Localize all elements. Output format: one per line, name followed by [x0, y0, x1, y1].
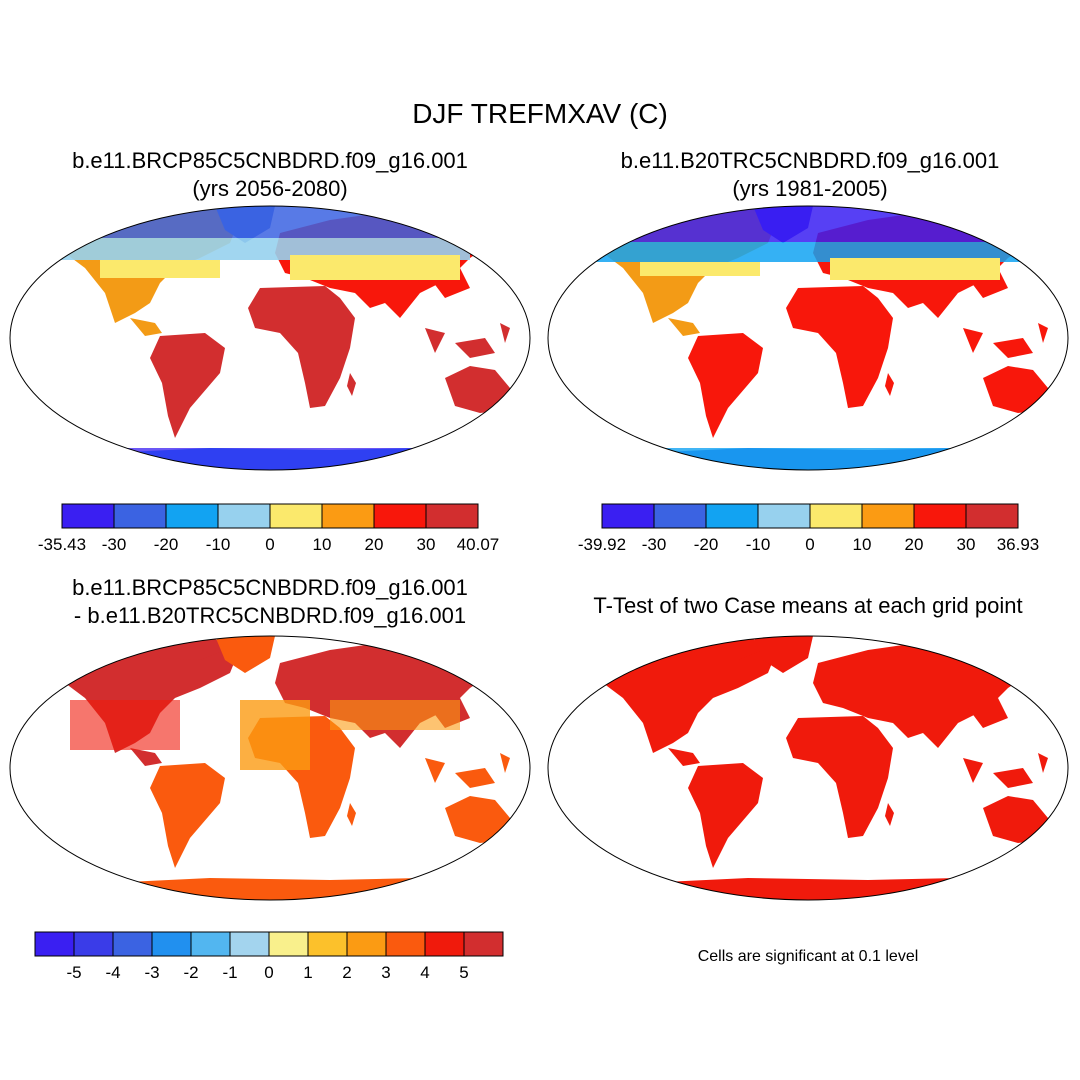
- panel-title-case1-line2: (yrs 2056-2080): [192, 176, 348, 201]
- map-case2: [547, 205, 1069, 471]
- colorbar-label: 0: [265, 535, 274, 554]
- colorbar-swatch: [385, 931, 426, 957]
- colorbar-swatch: [151, 931, 192, 957]
- colorbar-swatch: [268, 931, 309, 957]
- colorbar-swatch: [373, 503, 427, 529]
- colorbar-label: 10: [853, 535, 872, 554]
- panel-title-difference-line2: - b.e11.B20TRC5CNBDRD.f09_g16.001: [73, 603, 467, 628]
- colorbar-swatch: [757, 503, 811, 529]
- colorbar-swatch: [463, 931, 504, 957]
- colorbar-label: -30: [102, 535, 127, 554]
- colorbar-label: 30: [417, 535, 436, 554]
- colorbar-label: -5: [66, 963, 81, 982]
- colorbar-label: 40.07: [457, 535, 500, 554]
- colorbar-swatch: [425, 503, 479, 529]
- colorbar-swatch: [809, 503, 863, 529]
- colorbar-swatch: [861, 503, 915, 529]
- colorbar-swatch: [321, 503, 375, 529]
- colorbar-label: 30: [957, 535, 976, 554]
- colorbar-swatch: [217, 503, 271, 529]
- colorbar-swatch: [34, 931, 75, 957]
- colorbar-label: 0: [805, 535, 814, 554]
- colorbar-swatch: [112, 931, 153, 957]
- colorbar-label: 3: [381, 963, 390, 982]
- colorbar-label: -2: [183, 963, 198, 982]
- colorbar-swatch: [73, 931, 114, 957]
- colorbar-label: 0: [264, 963, 273, 982]
- colorbar-swatch: [229, 931, 270, 957]
- panel-title-case1-line1: b.e11.BRCP85C5CNBDRD.f09_g16.001: [72, 148, 468, 173]
- colorbar-label: -20: [694, 535, 719, 554]
- colorbar-swatch: [913, 503, 967, 529]
- colorbar-swatch: [61, 503, 115, 529]
- colorbar-swatch: [113, 503, 167, 529]
- colorbar-label: 10: [313, 535, 332, 554]
- map-difference: [9, 635, 531, 901]
- colorbar-label: 4: [420, 963, 429, 982]
- colorbar-label: -30: [642, 535, 667, 554]
- colorbar-swatch: [269, 503, 323, 529]
- colorbar-label: 36.93: [997, 535, 1040, 554]
- panel-title-case2-line2: (yrs 1981-2005): [732, 176, 888, 201]
- colorbar-swatch: [346, 931, 387, 957]
- colorbar-label: -35.43: [38, 535, 86, 554]
- colorbar-swatch: [424, 931, 465, 957]
- colorbar-swatch: [705, 503, 759, 529]
- map-case1: [9, 205, 531, 471]
- map-ttest: [547, 635, 1069, 901]
- colorbar-case2: -39.92 -30 -20 -10 0 10 20 30 36.93: [578, 503, 1040, 554]
- colorbar-label: -3: [144, 963, 159, 982]
- panel-title-ttest: T-Test of two Case means at each grid po…: [593, 593, 1023, 618]
- colorbar-label: -4: [105, 963, 120, 982]
- colorbar-difference: -5 -4 -3 -2 -1 0 1 2 3 4 5: [34, 931, 504, 982]
- colorbar-label: -10: [206, 535, 231, 554]
- colorbar-label: 2: [342, 963, 351, 982]
- figure-title: DJF TREFMXAV (C): [412, 98, 668, 129]
- colorbar-label: 5: [459, 963, 468, 982]
- colorbar-label: -39.92: [578, 535, 626, 554]
- colorbar-swatch: [165, 503, 219, 529]
- colorbar-label: -10: [746, 535, 771, 554]
- panel-title-case2-line1: b.e11.B20TRC5CNBDRD.f09_g16.001: [620, 148, 1000, 173]
- colorbar-swatch: [190, 931, 231, 957]
- colorbar-label: -20: [154, 535, 179, 554]
- colorbar-swatch: [965, 503, 1019, 529]
- colorbar-case1: -35.43 -30 -20 -10 0 10 20 30 40.07: [38, 503, 500, 554]
- panel-title-difference-line1: b.e11.BRCP85C5CNBDRD.f09_g16.001: [72, 575, 468, 600]
- colorbar-swatch: [307, 931, 348, 957]
- colorbar-label: 20: [365, 535, 384, 554]
- colorbar-label: 20: [905, 535, 924, 554]
- colorbar-swatch: [653, 503, 707, 529]
- ttest-significance-note: Cells are significant at 0.1 level: [697, 948, 919, 965]
- colorbar-label: 1: [303, 963, 312, 982]
- colorbar-swatch: [601, 503, 655, 529]
- colorbar-label: -1: [222, 963, 237, 982]
